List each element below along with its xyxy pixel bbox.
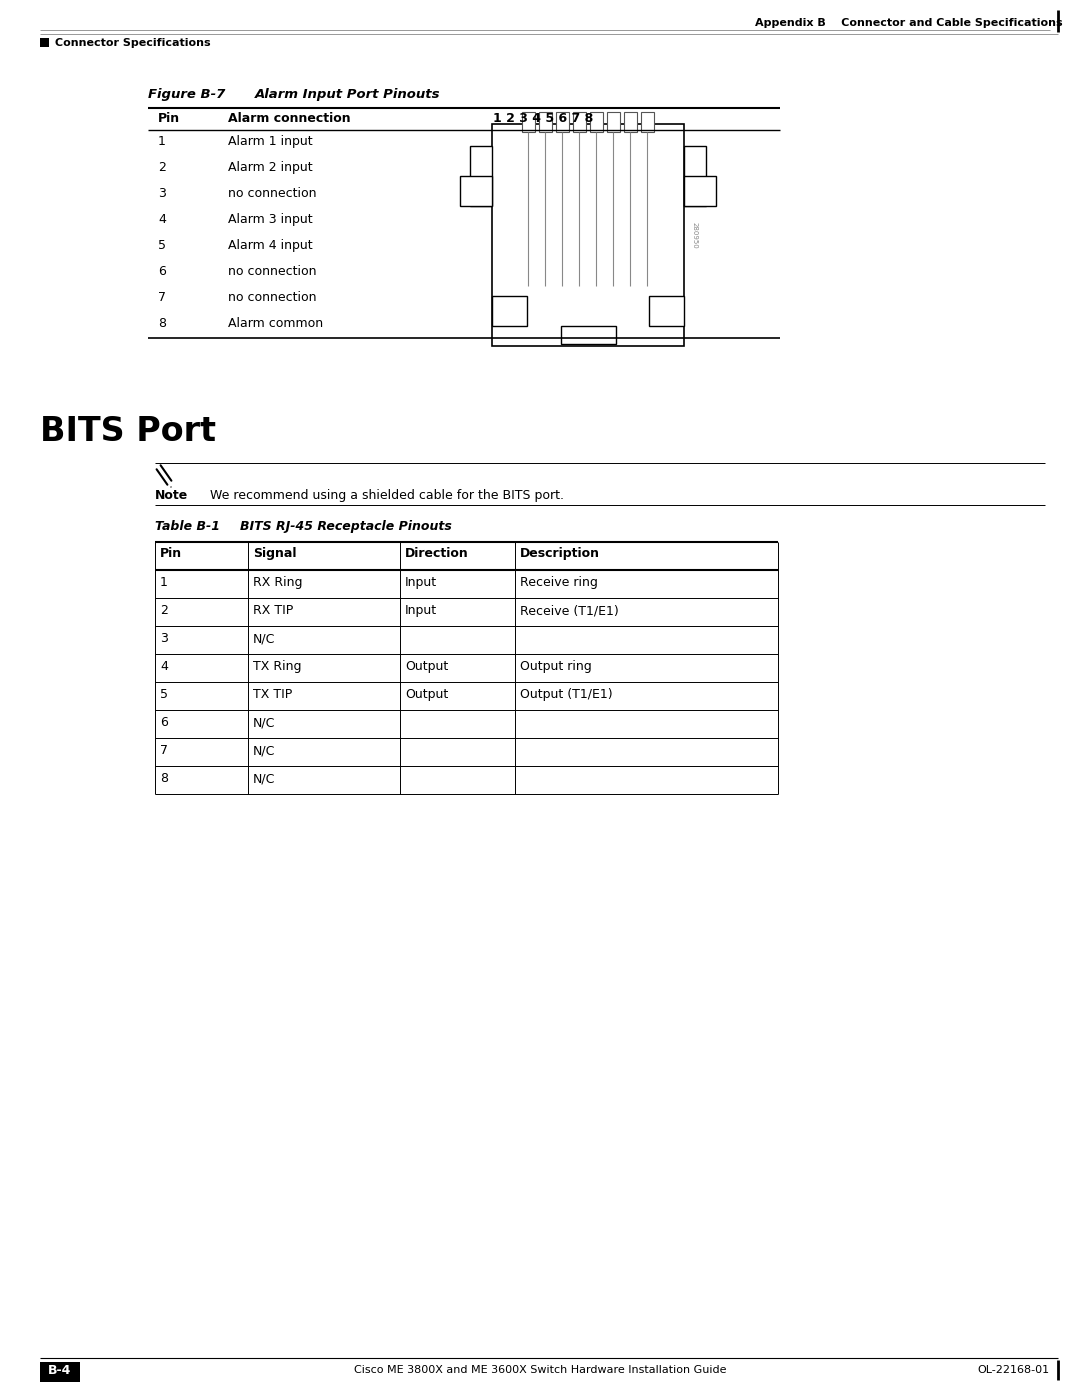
Text: OL-22168-01: OL-22168-01	[977, 1365, 1050, 1375]
Text: Alarm 4 input: Alarm 4 input	[228, 239, 312, 251]
Text: 6: 6	[158, 265, 166, 278]
Bar	[492, 124, 684, 346]
Text: Pin: Pin	[160, 548, 183, 560]
Text: Alarm common: Alarm common	[228, 317, 323, 330]
Text: TX Ring: TX Ring	[253, 659, 301, 673]
Text: 8: 8	[158, 317, 166, 330]
Bar	[624, 112, 637, 131]
Text: no connection: no connection	[228, 187, 316, 200]
Text: 4: 4	[160, 659, 167, 673]
Bar	[539, 112, 552, 131]
Text: no connection: no connection	[228, 291, 316, 305]
Text: Alarm Input Port Pinouts: Alarm Input Port Pinouts	[255, 88, 441, 101]
Text: Output: Output	[405, 687, 448, 701]
Text: 1: 1	[160, 576, 167, 590]
Text: N/C: N/C	[253, 745, 275, 757]
Text: 7: 7	[158, 291, 166, 305]
Bar	[522, 112, 535, 131]
Text: Figure B-7: Figure B-7	[148, 88, 226, 101]
Text: 2: 2	[160, 604, 167, 617]
Text: Alarm 2 input: Alarm 2 input	[228, 161, 312, 175]
Text: Input: Input	[405, 576, 437, 590]
Text: Appendix B    Connector and Cable Specifications: Appendix B Connector and Cable Specifica…	[755, 18, 1063, 28]
Text: Receive ring: Receive ring	[519, 576, 598, 590]
Text: 8: 8	[160, 773, 168, 785]
Text: no connection: no connection	[228, 265, 316, 278]
Text: N/C: N/C	[253, 773, 275, 785]
Bar	[561, 326, 616, 344]
Bar	[590, 112, 603, 131]
Text: Table B-1: Table B-1	[156, 520, 220, 534]
Text: Description: Description	[519, 548, 600, 560]
Text: Note: Note	[156, 489, 188, 502]
Text: N/C: N/C	[253, 717, 275, 729]
Bar	[573, 112, 586, 131]
Bar	[492, 296, 527, 326]
Text: Alarm 3 input: Alarm 3 input	[228, 212, 312, 226]
Text: BITS Port: BITS Port	[40, 415, 216, 448]
Text: Output (T1/E1): Output (T1/E1)	[519, 687, 612, 701]
Text: B-4: B-4	[49, 1363, 71, 1377]
Text: Cisco ME 3800X and ME 3600X Switch Hardware Installation Guide: Cisco ME 3800X and ME 3600X Switch Hardw…	[354, 1365, 726, 1375]
Text: N/C: N/C	[253, 631, 275, 645]
Text: BITS RJ-45 Receptacle Pinouts: BITS RJ-45 Receptacle Pinouts	[240, 520, 451, 534]
Text: Connector Specifications: Connector Specifications	[55, 38, 211, 47]
Bar	[40, 38, 49, 47]
Text: Pin: Pin	[158, 112, 180, 124]
Text: Alarm 1 input: Alarm 1 input	[228, 136, 312, 148]
Text: 5: 5	[158, 239, 166, 251]
Text: Direction: Direction	[405, 548, 469, 560]
Text: RX Ring: RX Ring	[253, 576, 302, 590]
Bar	[40, 1362, 80, 1382]
Text: TX TIP: TX TIP	[253, 687, 293, 701]
Text: 3: 3	[158, 187, 166, 200]
Bar	[460, 176, 492, 205]
Text: Output ring: Output ring	[519, 659, 592, 673]
Bar	[649, 296, 684, 326]
Bar	[684, 176, 716, 205]
Bar	[642, 112, 654, 131]
Bar	[470, 147, 492, 205]
Text: 280950: 280950	[692, 222, 698, 249]
Text: 4: 4	[158, 212, 166, 226]
Text: 3: 3	[160, 631, 167, 645]
Text: 7: 7	[160, 745, 168, 757]
Text: We recommend using a shielded cable for the BITS port.: We recommend using a shielded cable for …	[210, 489, 564, 502]
Text: RX TIP: RX TIP	[253, 604, 294, 617]
Bar	[556, 112, 569, 131]
Bar	[607, 112, 620, 131]
Text: 6: 6	[160, 717, 167, 729]
Text: Input: Input	[405, 604, 437, 617]
Bar	[684, 147, 706, 205]
Text: 1 2 3 4 5 6 7 8: 1 2 3 4 5 6 7 8	[492, 112, 593, 124]
Text: Signal: Signal	[253, 548, 297, 560]
Text: Alarm connection: Alarm connection	[228, 112, 351, 124]
Text: 2: 2	[158, 161, 166, 175]
Text: Receive (T1/E1): Receive (T1/E1)	[519, 604, 619, 617]
Text: Output: Output	[405, 659, 448, 673]
Text: 1: 1	[158, 136, 166, 148]
Text: 5: 5	[160, 687, 168, 701]
